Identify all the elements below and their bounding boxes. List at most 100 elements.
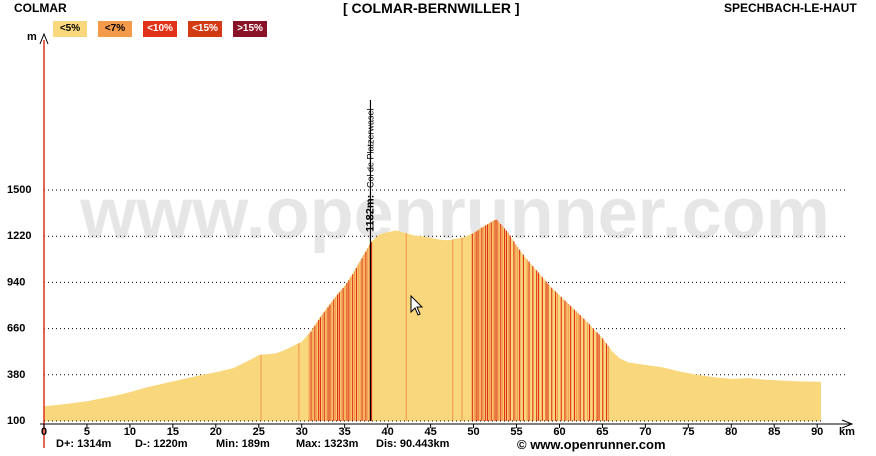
gradient-stripe (604, 340, 606, 421)
gradient-stripe (348, 280, 350, 421)
stat-min: Min: 189m (216, 438, 270, 450)
gradient-stripe (545, 281, 547, 421)
gradient-stripe (502, 226, 504, 421)
y-tick-label: 380 (7, 369, 25, 381)
gradient-stripe (344, 285, 346, 421)
gradient-stripe (352, 274, 354, 421)
y-tick-label: 940 (7, 276, 25, 288)
gradient-stripe (337, 294, 339, 421)
stat-distance: Dis: 90.443km (376, 438, 450, 450)
gradient-stripe (485, 225, 487, 421)
elevation-profile-area (44, 219, 821, 421)
x-tick-label: 30 (296, 426, 308, 438)
gradient-stripe (587, 322, 589, 421)
gradient-stripe (357, 264, 359, 421)
y-axis-unit-label: m (27, 31, 37, 43)
x-tick-label: 45 (424, 426, 436, 438)
gradient-stripe (568, 304, 570, 421)
gradient-stripe (319, 317, 321, 421)
y-tick-label: 1220 (7, 230, 31, 242)
gradient-stripe (539, 274, 541, 421)
gradient-stripe (585, 320, 587, 421)
gradient-stripe (549, 285, 551, 421)
gradient-stripe (602, 338, 604, 421)
gradient-stripe (496, 219, 498, 421)
legend-item-lt15: <15% (188, 21, 222, 37)
summit-altitude-label: 1182m: (364, 195, 376, 232)
gradient-stripe (555, 291, 557, 421)
x-tick-label: 85 (768, 426, 780, 438)
x-tick-label: 5 (84, 426, 90, 438)
gradient-stripe (583, 318, 585, 421)
gradient-stripe (581, 316, 583, 421)
gradient-stripe (556, 293, 558, 421)
gradient-stripe (547, 283, 549, 421)
x-tick-label: 70 (639, 426, 651, 438)
x-tick-label: 25 (253, 426, 265, 438)
x-axis-unit-label: km (839, 426, 855, 438)
x-tick-label: 50 (467, 426, 479, 438)
gradient-stripe (532, 266, 534, 421)
gradient-stripe (369, 244, 371, 421)
gradient-stripe (342, 288, 344, 421)
gradient-stripe (329, 304, 331, 421)
gradient-stripe (490, 222, 492, 421)
gradient-stripe (340, 290, 342, 421)
legend-item-lt10: <10% (143, 21, 177, 37)
copyright-text: © www.openrunner.com (517, 437, 666, 452)
gradient-stripe (573, 309, 575, 421)
gradient-stripe (566, 302, 568, 421)
gradient-stripe (551, 287, 553, 421)
x-tick-label: 10 (124, 426, 136, 438)
gradient-stripe (538, 272, 540, 421)
gradient-stripe (541, 276, 543, 421)
gradient-stripe (530, 263, 532, 421)
gradient-stripe (534, 268, 536, 421)
gradient-stripe (298, 343, 300, 421)
x-tick-label: 60 (553, 426, 565, 438)
gradient-stripe (314, 325, 316, 421)
gradient-stripe (350, 277, 352, 421)
gradient-stripe (312, 328, 314, 421)
tick-labels: 0 5 10 15 20 25 30 35 40 45 50 55 60 65 70 75 80 85 90 100 3… (7, 184, 823, 438)
gradient-stripe (509, 235, 511, 421)
y-tick-label: 660 (7, 323, 25, 335)
gradient-stripe (471, 233, 473, 421)
gradient-stripe (513, 241, 515, 421)
gradient-stripe (310, 331, 312, 421)
gradient-stripe (575, 311, 577, 421)
gradient-stripe (318, 320, 320, 421)
gradient-stripe (511, 238, 513, 421)
axes (39, 32, 854, 448)
legend-item-lt5: <5% (53, 21, 87, 37)
gradient-stripe (592, 328, 594, 421)
gradient-stripe (260, 354, 262, 421)
gradient-stripe (558, 294, 560, 421)
gradient-stripe (570, 305, 572, 421)
gradient-stripe (553, 289, 555, 421)
gradient-stripe (359, 261, 361, 421)
gradient-stripe (492, 221, 494, 421)
gradient-stripe (354, 271, 356, 421)
y-tick-label: 1500 (7, 184, 31, 196)
x-tick-label: 15 (167, 426, 179, 438)
elevation-area (44, 219, 821, 421)
gradient-stripe (479, 229, 481, 421)
gradient-stripe (528, 261, 530, 421)
gradient-stripe (488, 223, 490, 421)
gradient-stripe (498, 221, 500, 421)
gradient-stripe (600, 336, 602, 421)
gradient-stripe (577, 313, 579, 421)
x-tick-label: 40 (382, 426, 394, 438)
stat-dplus: D+: 1314m (56, 438, 112, 450)
start-location: COLMAR (14, 1, 67, 15)
gradient-stripe (483, 226, 485, 421)
gradient-stripe (606, 343, 608, 421)
gradient-stripe (335, 297, 337, 421)
y-axis-arrow-icon (39, 32, 49, 45)
gradient-stripe (579, 314, 581, 421)
gradient-stripe (487, 224, 489, 421)
y-tick-label: 100 (7, 415, 25, 427)
x-tick-label: 20 (210, 426, 222, 438)
gradient-stripe (461, 237, 463, 421)
